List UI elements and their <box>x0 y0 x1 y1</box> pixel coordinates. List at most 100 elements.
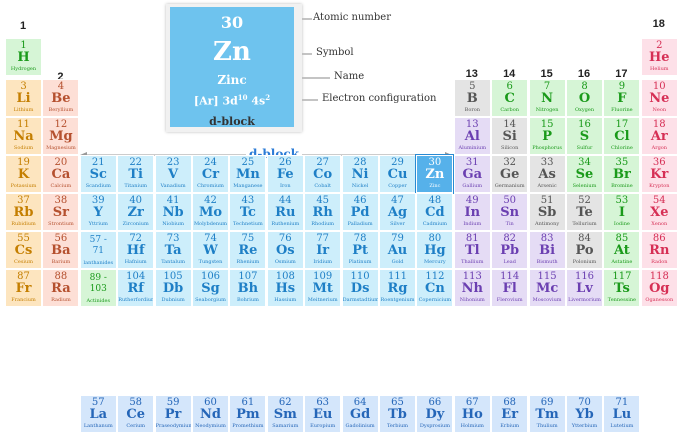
element-lithium: 3 Li Lithium <box>5 79 42 117</box>
element-symbol: In <box>464 205 481 220</box>
element-phosphorus: 15 P Phosphorus <box>528 117 566 155</box>
element-symbol: Rn <box>649 243 670 258</box>
element-selenium: 34 Se Selenium <box>566 155 603 193</box>
element-symbol: Nh <box>461 281 483 296</box>
atomic-number: 82 <box>503 233 517 244</box>
element-symbol: Ca <box>51 167 71 182</box>
atomic-number: 52 <box>578 195 591 206</box>
element-niobium: 41 Nb Niobium <box>154 193 192 231</box>
element-beryllium: 4 Be Beryllium <box>42 79 80 117</box>
atomic-number: 65 <box>391 397 404 408</box>
atomic-number: 9 <box>618 81 626 92</box>
atomic-number: 106 <box>200 271 221 282</box>
atomic-number: 3 <box>20 81 27 92</box>
element-name: Magnesium <box>46 145 76 151</box>
element-name: Potassium <box>10 183 37 189</box>
atomic-number: 104 <box>126 271 146 282</box>
element-name: Darmstadtium <box>342 297 379 303</box>
element-name: Roentgenium <box>380 297 415 303</box>
atomic-number: 118 <box>649 271 669 282</box>
atomic-number: 108 <box>275 271 295 282</box>
element-symbol: Cs <box>14 243 33 258</box>
element-yttrium: 39 Y Yttrium <box>79 193 117 231</box>
element-copper: 29 Cu Copper <box>379 155 416 193</box>
element-hydrogen: 1 H Hydrogen <box>5 38 42 76</box>
element-symbol: Zn <box>425 167 445 182</box>
atomic-number: 56 <box>54 233 68 244</box>
atomic-number: 80 <box>428 233 442 244</box>
element-name: Copper <box>388 183 407 189</box>
element-erbium: 68 Er Erbium <box>491 395 529 433</box>
element-bismuth: 83 Bi Bismuth <box>528 231 566 269</box>
key-block: d-block <box>209 115 255 128</box>
element-symbol: Zr <box>127 205 144 220</box>
element-name: Sodium <box>13 145 34 151</box>
element-symbol: Yb <box>575 407 594 422</box>
element-symbol: Cn <box>424 281 445 296</box>
element-symbol: As <box>538 167 556 182</box>
element-symbol: Te <box>576 205 593 220</box>
element-symbol: Mn <box>235 167 260 182</box>
element-chlorine: 17 Cl Chlorine <box>603 117 641 155</box>
atomic-number: 63 <box>316 397 330 408</box>
element-name: Iridium <box>313 259 333 265</box>
element-name: Erbium <box>500 423 520 429</box>
atomic-number: 60 <box>204 397 217 408</box>
element-name: Cesium <box>14 259 33 265</box>
element-neon: 10 Ne Neon <box>640 79 678 117</box>
element-symbol: Li <box>16 91 31 106</box>
atomic-number: 35 <box>615 157 629 168</box>
element-strontium: 38 Sr Strontium <box>42 193 80 231</box>
atomic-number: 86 <box>652 233 666 244</box>
element-symbol: Sg <box>201 281 220 296</box>
atomic-number: 45 <box>316 195 330 206</box>
element-chromium: 24 Cr Chromium <box>192 155 229 193</box>
element-barium: 56 Ba Barium <box>42 231 80 269</box>
series-range-end: 103 <box>89 284 107 294</box>
element-symbol: F <box>617 91 627 106</box>
key-electron-configuration: [Ar] 3d10 4s2 <box>193 93 271 108</box>
element-symbol: Rf <box>127 281 144 296</box>
element-symbol: Sb <box>537 205 557 220</box>
element-name: Thallium <box>461 259 484 265</box>
series-cell-actinides: 89 -103 Actinides <box>79 269 117 307</box>
element-name: Tungsten <box>198 259 223 265</box>
element-osmium: 76 Os Osmium <box>266 231 304 269</box>
element-name: Rhenium <box>236 259 260 265</box>
atomic-number: 34 <box>578 157 591 168</box>
element-name: Copernicium <box>418 297 452 303</box>
atomic-number: 36 <box>652 157 666 168</box>
element-name: Moscovium <box>532 297 562 303</box>
group-number-14: 14 <box>503 68 516 80</box>
atomic-number: 49 <box>465 195 479 206</box>
element-symbol: Al <box>464 129 480 144</box>
element-platinum: 78 Pt Platinum <box>341 231 379 269</box>
element-name: Cobalt <box>314 183 331 189</box>
element-symbol: Pt <box>352 243 368 258</box>
element-symbol: Eu <box>313 407 333 422</box>
element-name: Francium <box>11 297 36 303</box>
element-boron: 5 B Boron <box>453 79 491 117</box>
atomic-number: 6 <box>506 81 513 92</box>
group-number-1: 1 <box>19 20 27 32</box>
element-name: Helium <box>650 66 669 72</box>
element-rutherfordium: 104 Rf Rutherfordium <box>117 269 155 307</box>
element-cobalt: 27 Co Cobalt <box>304 155 342 193</box>
element-name: Tellurium <box>572 221 597 227</box>
atomic-number: 40 <box>129 195 143 206</box>
element-germanium: 32 Ge Germanium <box>491 155 529 193</box>
element-thulium: 69 Tm Thulium <box>528 395 566 433</box>
element-thallium: 81 Tl Thallium <box>453 231 491 269</box>
element-symbol: Ts <box>613 281 630 296</box>
atomic-number: 37 <box>17 195 30 206</box>
element-symbol: Ta <box>164 243 182 258</box>
element-name: Palladium <box>347 221 373 227</box>
group-number-16: 16 <box>577 68 591 80</box>
element-name: Osmium <box>274 259 296 265</box>
element-symbol: Pb <box>500 243 520 258</box>
element-rhodium: 45 Rh Rhodium <box>304 193 342 231</box>
element-name: Hafnium <box>124 259 147 265</box>
atomic-number: 17 <box>615 119 629 130</box>
atomic-number: 4 <box>57 81 65 92</box>
